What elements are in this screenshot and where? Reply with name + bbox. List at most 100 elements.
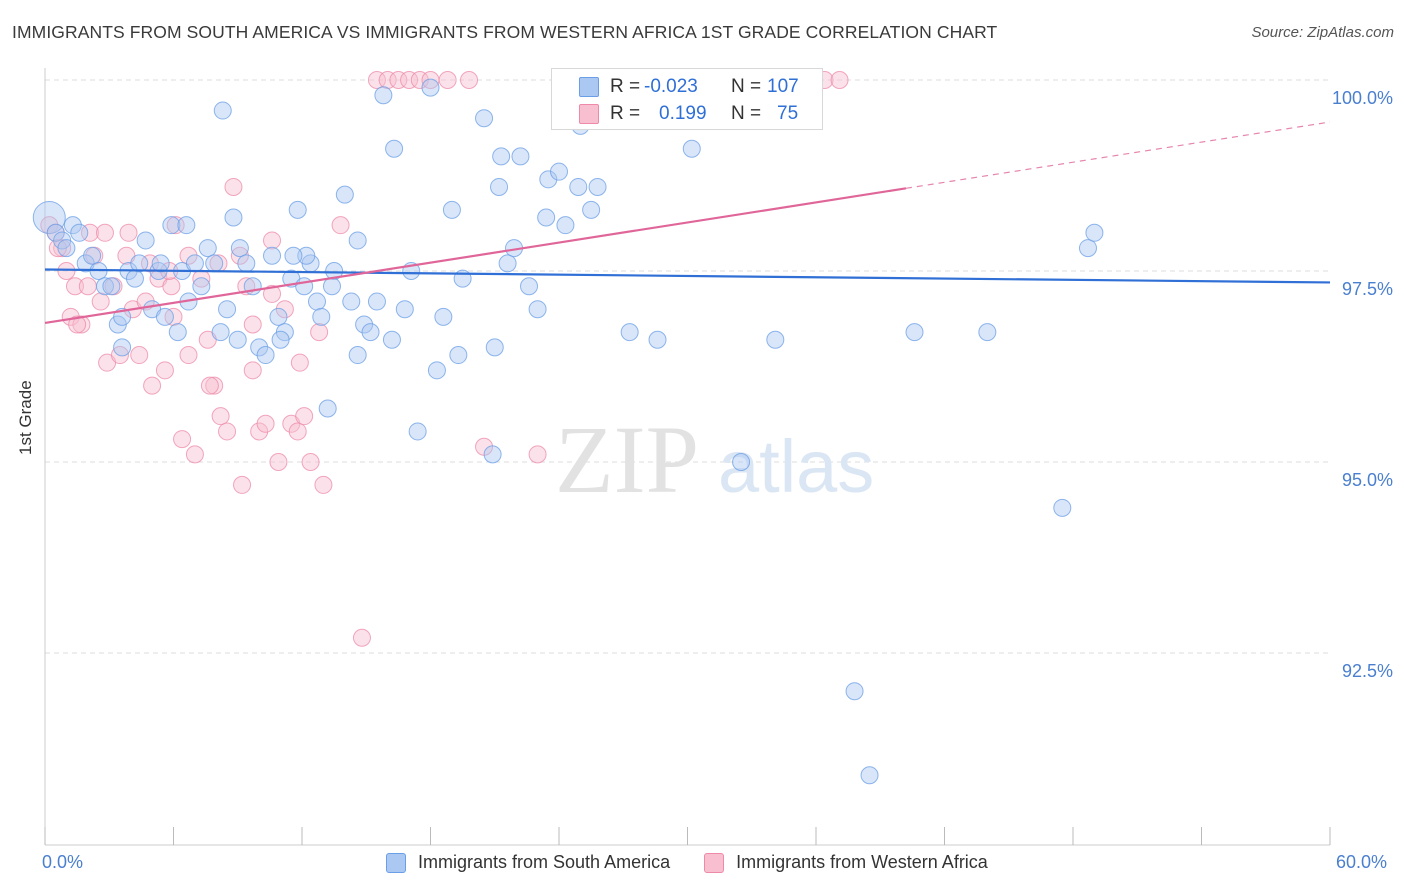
data-point: [271, 330, 290, 349]
data-point: [151, 254, 170, 273]
data-point: [408, 422, 427, 441]
axes: [44, 68, 1331, 846]
legend: Immigrants from South America Immigrants…: [386, 852, 1022, 873]
data-point: [269, 453, 288, 471]
data-point: [318, 399, 337, 418]
data-point: [205, 376, 224, 395]
data-point: [492, 147, 511, 166]
n-label: N =: [731, 76, 762, 97]
data-point: [400, 71, 419, 89]
data-point: [550, 162, 568, 181]
data-point: [263, 231, 282, 250]
data-point: [263, 284, 282, 303]
data-point: [528, 300, 547, 319]
data-point: [322, 277, 341, 296]
data-point: [295, 407, 314, 426]
data-point: [211, 407, 230, 426]
data-point: [130, 254, 149, 273]
trend-line: [44, 268, 1331, 284]
data-point: [460, 71, 479, 89]
data-point: [185, 254, 204, 273]
data-point: [80, 223, 99, 242]
data-point: [682, 139, 701, 158]
data-point: [905, 323, 924, 342]
data-point: [228, 330, 247, 349]
data-point: [582, 200, 601, 219]
data-point: [367, 71, 386, 89]
data-point: [230, 246, 249, 265]
data-point: [102, 277, 121, 296]
legend-swatch-blue: [386, 852, 406, 873]
legend-item-western-africa[interactable]: Immigrants from Western Africa: [704, 852, 988, 873]
data-point: [72, 315, 91, 334]
data-point: [732, 453, 751, 471]
stats-swatch-blue: [579, 77, 599, 97]
stats-swatch-pink: [579, 104, 599, 124]
data-point: [520, 277, 539, 296]
data-point: [230, 239, 249, 258]
data-point: [166, 216, 185, 235]
data-point: [119, 223, 138, 242]
gridlines: [45, 79, 1330, 654]
data-point: [177, 216, 196, 235]
data-point: [200, 376, 219, 395]
data-point: [382, 330, 401, 349]
data-point: [569, 177, 588, 196]
data-point: [310, 323, 329, 342]
r-value: -0.023: [644, 76, 698, 97]
data-point: [68, 315, 87, 334]
data-point: [179, 246, 198, 265]
y-tick-label: 95.0%: [1342, 470, 1393, 490]
data-point: [830, 71, 849, 89]
data-point: [233, 475, 252, 494]
data-point: [331, 216, 350, 235]
data-point: [355, 315, 374, 334]
data-point: [442, 200, 461, 219]
legend-item-south-america[interactable]: Immigrants from South America: [386, 852, 670, 873]
data-point: [427, 361, 446, 380]
data-point: [434, 307, 453, 326]
chart-title: IMMIGRANTS FROM SOUTH AMERICA VS IMMIGRA…: [12, 22, 998, 42]
n-value: 107: [767, 76, 799, 97]
data-point: [256, 346, 275, 365]
data-point: [1053, 498, 1072, 517]
data-point: [297, 246, 316, 265]
data-point: [250, 338, 269, 357]
data-point: [173, 430, 192, 449]
data-point: [766, 330, 785, 349]
data-point: [361, 323, 380, 342]
data-point: [498, 254, 517, 273]
data-point: [179, 346, 198, 365]
y-tick-label: 97.5%: [1342, 279, 1393, 299]
data-point: [978, 323, 997, 342]
data-point: [113, 338, 132, 357]
data-point: [475, 109, 494, 128]
data-point: [367, 292, 386, 311]
trend-line-solid: [44, 187, 907, 325]
data-point: [511, 147, 530, 166]
data-point: [1078, 239, 1097, 258]
data-point: [295, 277, 314, 296]
legend-label: Immigrants from South America: [418, 852, 671, 872]
watermark-zip: ZIP: [555, 406, 699, 513]
y-tick-labels: 92.5% 95.0% 97.5% 100.0%: [1332, 88, 1393, 681]
data-point: [250, 422, 269, 441]
data-point: [438, 71, 457, 89]
data-point: [78, 277, 97, 296]
data-point: [528, 445, 547, 464]
data-point: [211, 323, 230, 342]
series-western-africa-points: [40, 71, 849, 647]
n-label: N =: [731, 103, 762, 124]
data-point: [256, 414, 275, 433]
data-point: [224, 208, 243, 227]
data-point: [485, 338, 504, 357]
data-point: [125, 269, 144, 288]
data-point: [162, 277, 181, 296]
y-tick-label: 92.5%: [1342, 661, 1393, 681]
data-point: [269, 307, 288, 326]
data-point: [275, 300, 294, 319]
data-point: [57, 239, 76, 258]
data-point: [352, 628, 371, 647]
data-point: [348, 346, 367, 365]
data-point: [860, 766, 879, 785]
